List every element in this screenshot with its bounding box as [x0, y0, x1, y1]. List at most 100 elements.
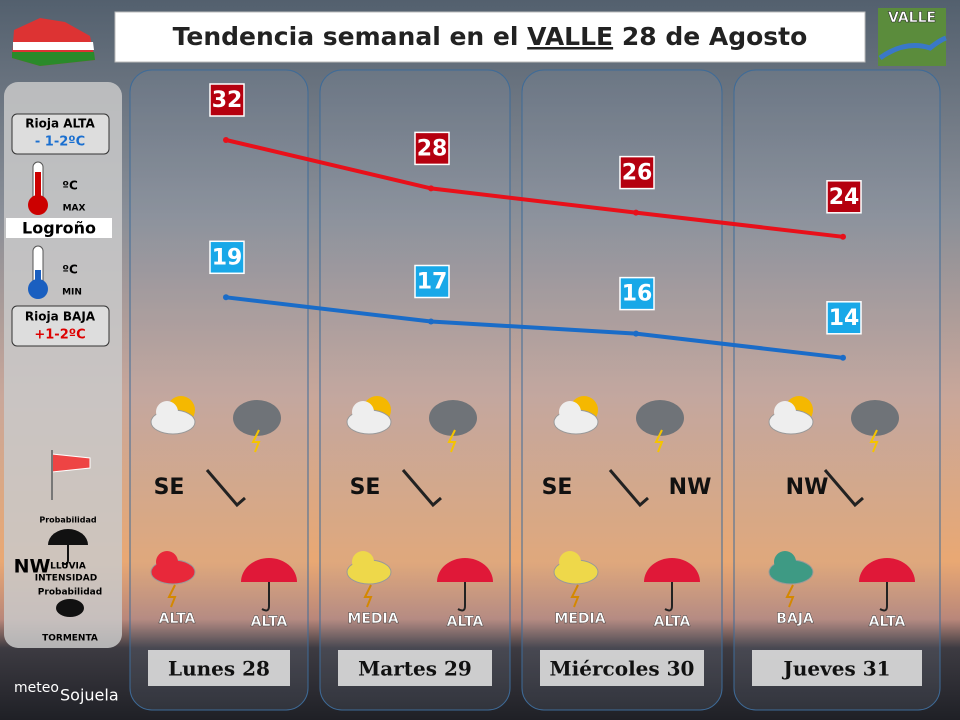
min-temperature-point [428, 318, 434, 325]
min-temperature-point [223, 294, 229, 301]
day-label: Miércoles 30 [550, 657, 695, 681]
legend-label: LLUVIA [50, 562, 86, 572]
legend-label: Rioja ALTA [25, 117, 95, 131]
umbrella-handle [457, 582, 466, 612]
flag-stripe [12, 52, 95, 66]
day-label-box [752, 650, 922, 686]
max-temperature-label: 32 [212, 88, 243, 113]
min-temperature-label: 19 [212, 245, 243, 270]
wind-arrow [401, 469, 442, 508]
umbrella [859, 558, 915, 582]
logo-river [878, 35, 947, 61]
city-box [6, 218, 112, 238]
wind-arrow [608, 469, 649, 508]
lightning [447, 429, 457, 453]
day-label: Martes 29 [358, 657, 472, 681]
value-label-box [414, 264, 450, 299]
cloud [156, 401, 178, 423]
max-temperature-label: 24 [829, 185, 860, 210]
cloud [559, 551, 581, 573]
rain-probability: ALTA [251, 614, 288, 630]
lightning [869, 429, 879, 453]
day-column [521, 69, 723, 711]
credit: meteo [14, 680, 59, 696]
flag-stripe [13, 42, 94, 50]
value-label-box [619, 155, 655, 190]
legend-box [11, 305, 110, 347]
rain-intensity: BAJA [776, 611, 814, 627]
unit: ºC [62, 179, 78, 193]
logo-text: VALLE [888, 10, 936, 26]
day-icons: SE MEDIA ALTA Martes 29 [338, 396, 493, 686]
value-label-box [826, 180, 862, 214]
rain-probability: ALTA [447, 614, 484, 630]
cloud [352, 401, 374, 423]
legend-label: Probabilidad [39, 516, 97, 525]
wind-arrow [823, 469, 864, 508]
max-temperature-line [225, 138, 844, 239]
lightning [654, 429, 664, 453]
min-temperature-point [840, 354, 846, 361]
storm-cloud [233, 400, 281, 436]
logo [878, 8, 946, 66]
max-temperature-point [633, 209, 639, 216]
legend-value: +1-2ºC [34, 328, 85, 343]
umbrella-icon [48, 529, 88, 545]
max-temperature-label: 26 [622, 161, 653, 186]
rain-probability: ALTA [869, 614, 906, 630]
wind-direction: NW [669, 475, 712, 500]
unit: ºC [62, 263, 78, 277]
umbrella [644, 558, 700, 582]
title: Tendencia semanal en el VALLE 28 de Agos… [173, 22, 808, 51]
credit: Sojuela [60, 686, 119, 705]
wind-direction: SE [350, 475, 381, 500]
day-column [129, 69, 309, 711]
min-temperature-point [633, 330, 639, 337]
value-label-box [826, 301, 862, 335]
day-icons: NW BAJA ALTA Jueves 31 [752, 396, 922, 686]
day-label-box [148, 650, 290, 686]
thermometer-bulb [28, 195, 48, 215]
umbrella-handle [61, 545, 69, 565]
umbrella [437, 558, 493, 582]
day-label-box [338, 650, 492, 686]
day-icons: SE NW MEDIA ALTA Miércoles 30 [540, 396, 711, 686]
wind-direction: SE [542, 475, 573, 500]
min-temperature-label: 14 [829, 306, 860, 331]
value-label-box [209, 240, 245, 275]
storm-cloud [851, 400, 899, 436]
thermometer-bulb [28, 279, 48, 299]
cloud [774, 401, 796, 423]
title-bar [114, 11, 866, 63]
value-label-box [209, 83, 245, 117]
thermometer-fill [35, 172, 41, 202]
legend-label: TORMENTA [42, 634, 98, 644]
max-temperature-label: 28 [417, 136, 448, 161]
lightning [785, 584, 795, 608]
day-label: Jueves 31 [781, 657, 890, 681]
min-temperature-line [225, 295, 844, 360]
min-temperature-label: 17 [417, 270, 448, 295]
storm-cloud [429, 400, 477, 436]
wind-direction: NW [786, 475, 829, 500]
day-label: Lunes 28 [168, 657, 270, 681]
umbrella-handle [261, 582, 270, 612]
storm-icon [56, 599, 84, 617]
lightning [363, 584, 373, 608]
cloud [774, 551, 796, 573]
cloud [559, 401, 581, 423]
umbrella-handle [664, 582, 673, 612]
wind-arrow [205, 469, 246, 508]
lightning [570, 584, 580, 608]
value-label-box [414, 131, 450, 166]
umbrella [241, 558, 297, 582]
legend-label: Probabilidad [38, 588, 102, 598]
unit-label: MIN [62, 288, 82, 298]
max-temperature-point [428, 185, 434, 192]
day-label-box [540, 650, 704, 686]
legend-wind: NW [14, 556, 51, 578]
cloud [156, 551, 178, 573]
legend-box [11, 113, 110, 155]
